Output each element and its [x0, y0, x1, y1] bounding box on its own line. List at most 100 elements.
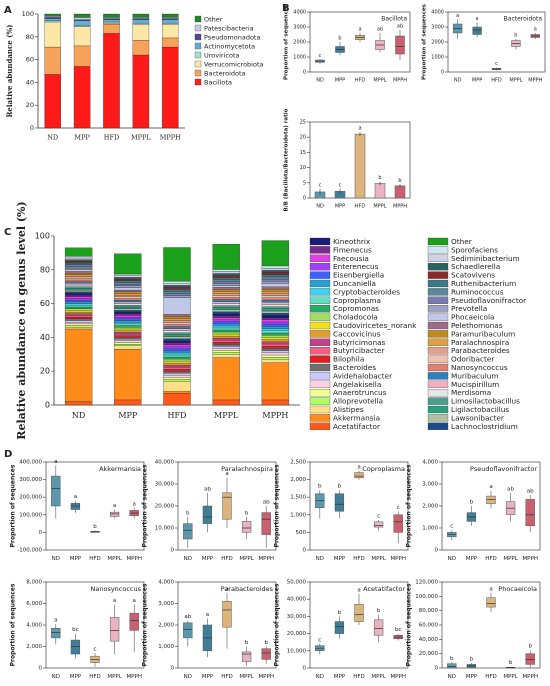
box — [472, 26, 482, 35]
bar-segment — [261, 265, 290, 269]
legend-swatch — [309, 296, 331, 304]
y-tick-label: 4,000 — [422, 460, 438, 466]
legend-swatch — [427, 347, 449, 355]
legend-swatch — [309, 313, 331, 321]
bar-segment — [64, 323, 93, 326]
x-tick-label: MPP — [118, 411, 138, 420]
y-tick-label: 60 — [26, 56, 34, 64]
y-axis-label: Proportion of sequences — [10, 464, 17, 547]
y-tick-label: 20,000 — [287, 631, 307, 637]
box — [261, 512, 271, 535]
x-tick-label: MPPL — [373, 78, 386, 84]
y-axis-label: Proportion of sequences — [422, 3, 428, 80]
bar-segment — [64, 284, 93, 287]
legend-label: Odoribacter — [451, 355, 494, 364]
bar-segment — [163, 318, 191, 321]
x-tick-label: ND — [316, 556, 324, 562]
y-tick-label: 10 — [300, 165, 306, 171]
legend-label: Other — [451, 237, 472, 246]
legend-swatch — [309, 355, 331, 363]
y-tick-label: 6,000 — [26, 601, 42, 607]
bar-segment — [163, 289, 191, 292]
plot-frame — [309, 581, 409, 669]
bar-segment — [44, 20, 61, 23]
significance-letter: b — [264, 640, 268, 646]
bar-segment — [163, 373, 191, 376]
y-tick-label: 10,000 — [155, 526, 175, 532]
chart-title: Bacillota — [381, 16, 407, 23]
y-tick-label: 30,000 — [287, 614, 307, 620]
bar-segment — [103, 22, 120, 25]
bar-segment — [64, 262, 93, 265]
x-tick-label: HFD — [104, 134, 119, 142]
panel-label: A — [4, 5, 12, 16]
bar-segment — [73, 19, 91, 21]
bar-segment — [64, 271, 93, 274]
bar — [394, 185, 406, 199]
bar-segment — [163, 391, 191, 394]
bar-segment — [114, 282, 142, 285]
bar-segment — [64, 328, 93, 402]
legend-label: Butyricibacter — [333, 346, 384, 355]
significance-letter: b — [398, 178, 401, 184]
legend-swatch — [309, 330, 331, 338]
bar-segment — [261, 278, 290, 282]
x-tick-label: MPPH — [390, 556, 406, 562]
bar-segment — [162, 18, 179, 20]
bar-segment — [261, 330, 290, 334]
bar-segment — [163, 297, 191, 315]
y-tick-label: 2000 — [293, 40, 306, 46]
y-tick-label: 30,000 — [155, 482, 175, 488]
bar-segment — [261, 352, 290, 356]
bar-segment — [103, 33, 120, 129]
significance-letter: a — [534, 27, 537, 33]
legend-swatch — [309, 237, 331, 246]
bar-segment — [261, 272, 290, 275]
y-tick-label: 2,000 — [158, 623, 174, 629]
bar-segment — [212, 307, 240, 310]
y-tick-label: 20 — [40, 367, 50, 376]
bar-segment — [64, 308, 93, 311]
legend-label: Cryptobacteroides — [333, 287, 400, 296]
legend-swatch — [309, 338, 331, 346]
bar-segment — [261, 357, 290, 360]
bar-segment — [44, 17, 61, 19]
bar-segment — [64, 294, 93, 297]
significance-letter: b — [245, 511, 249, 517]
legend-label: Acetatifactor — [333, 422, 380, 431]
x-tick-label: ND — [448, 674, 456, 680]
x-tick-label: ND — [316, 78, 324, 84]
x-tick-label: HFD — [221, 556, 233, 562]
significance-letter: a — [225, 471, 228, 477]
y-tick-label: 1,000 — [158, 644, 174, 650]
bar-segment — [163, 356, 191, 360]
bar-segment — [212, 275, 240, 278]
x-tick-label: MPP — [472, 78, 482, 84]
significance-letter: b — [528, 644, 532, 650]
legend-label: Butyricimonas — [333, 338, 386, 347]
x-tick-label: MPP — [466, 674, 478, 680]
bar-segment — [114, 399, 142, 406]
legend-swatch — [427, 330, 449, 338]
legend-label: Merdisoma — [451, 388, 491, 397]
bar-segment — [261, 335, 290, 338]
bar-segment — [261, 240, 290, 267]
legend-swatch — [427, 246, 449, 254]
bar-segment — [64, 305, 93, 308]
legend-swatch — [427, 313, 449, 321]
bar-segment — [64, 278, 93, 281]
bar-segment — [162, 17, 179, 19]
y-tick-label: 4000 — [431, 10, 444, 16]
bar-segment — [64, 325, 93, 328]
significance-letter: a — [476, 16, 479, 22]
bar-segment — [163, 346, 191, 350]
bar-segment — [64, 273, 93, 276]
box — [222, 601, 232, 628]
bar-segment — [64, 401, 93, 406]
bar-segment — [64, 267, 93, 270]
chart-title: Parabacteroides — [221, 585, 274, 593]
bar-segment — [212, 311, 240, 314]
bar-segment — [114, 301, 142, 304]
bar-segment — [64, 274, 93, 277]
bar-segment — [114, 291, 142, 294]
